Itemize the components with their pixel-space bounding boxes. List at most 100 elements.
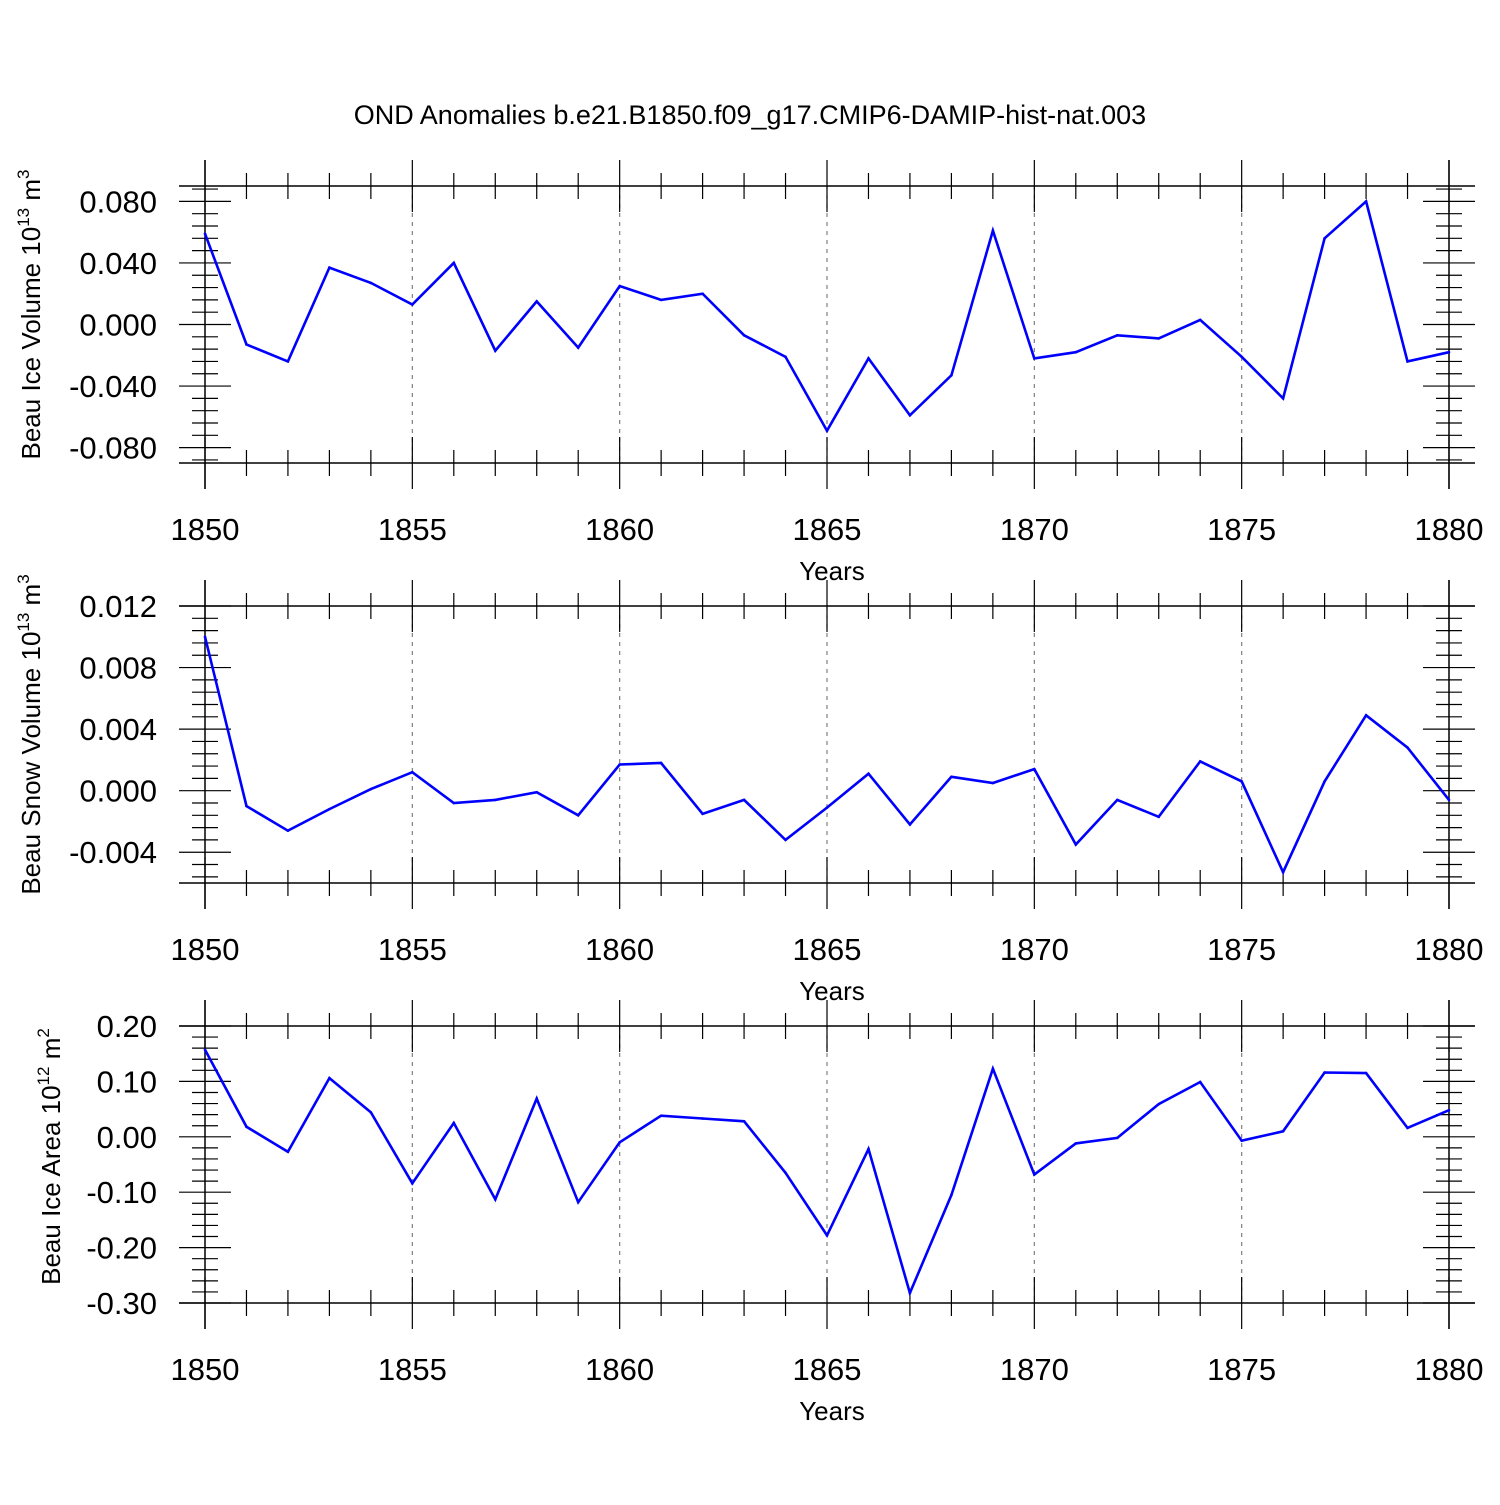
y-axis-label-text: Beau Ice Area 10	[36, 1085, 66, 1284]
data-point	[784, 1171, 787, 1175]
data-point	[1074, 843, 1078, 846]
x-tick-label: 1870	[1000, 932, 1069, 967]
x-axis-label: Years	[799, 976, 865, 1006]
y-tick-label: 0.012	[79, 589, 157, 624]
data-point	[576, 1200, 580, 1204]
x-tick-label: 1870	[1000, 1352, 1069, 1387]
data-point	[452, 261, 456, 265]
data-point	[328, 807, 331, 811]
y-tick-label: 0.000	[79, 774, 157, 809]
data-point	[742, 1119, 746, 1123]
data-point	[452, 801, 456, 805]
x-tick-label: 1860	[585, 512, 654, 547]
data-point	[1240, 780, 1243, 783]
y-axis-label-unit: m	[36, 1038, 66, 1067]
x-tick-label: 1860	[585, 1352, 654, 1387]
data-point	[1115, 798, 1119, 802]
y-tick-label: -0.10	[86, 1175, 157, 1210]
y-axis-label-unit: m	[16, 179, 46, 208]
x-tick-label: 1880	[1415, 1352, 1484, 1387]
y-axis-label-unit-exponent: 3	[14, 574, 33, 583]
data-point	[825, 429, 829, 432]
x-tick-label: 1850	[171, 932, 240, 967]
x-axis-label: Years	[799, 556, 865, 586]
data-point	[1406, 360, 1409, 363]
data-point	[1074, 350, 1078, 354]
panel-2: -0.004 0.000 0.004 0.008 0.012 1850 1855 1860 18…	[14, 574, 1483, 1006]
y-tick-label: 0.004	[79, 712, 157, 747]
y-tick-label: 0.10	[97, 1064, 157, 1099]
data-point	[1033, 767, 1036, 771]
data-point	[203, 232, 207, 236]
data-point	[950, 1193, 953, 1197]
x-tick-label: 1880	[1415, 512, 1484, 547]
data-point	[1281, 870, 1285, 874]
data-point	[1198, 318, 1202, 322]
data-point	[659, 298, 663, 302]
data-point	[245, 1125, 248, 1129]
data-point	[825, 1234, 829, 1237]
y-axis-label-unit-exponent: 2	[34, 1028, 53, 1037]
x-tick-label: 1875	[1207, 1352, 1276, 1387]
data-point	[245, 804, 248, 808]
data-point	[286, 360, 290, 363]
y-tick-label: -0.040	[69, 369, 157, 404]
y-tick-label: -0.30	[86, 1286, 157, 1321]
data-point	[1033, 357, 1036, 360]
data-point	[493, 1198, 497, 1201]
data-point	[701, 292, 704, 296]
x-tick-label: 1875	[1207, 512, 1276, 547]
data-point	[908, 823, 912, 826]
data-point	[1323, 1071, 1326, 1074]
data-point	[784, 838, 787, 842]
y-axis-label-exponent: 12	[34, 1066, 53, 1085]
data-point	[1157, 1102, 1161, 1106]
data-point	[1074, 1142, 1078, 1145]
y-tick-label: 0.20	[97, 1009, 157, 1044]
panel-3: -0.30 -0.20 -0.10 0.00 0.10 0.20 1850 1855 1860 1…	[34, 1000, 1483, 1426]
y-tick-label: -0.20	[86, 1231, 157, 1266]
x-tick-label: 1850	[171, 512, 240, 547]
y-tick-label: -0.004	[69, 835, 157, 870]
data-point	[701, 812, 704, 816]
data-point	[1157, 337, 1161, 340]
data-point	[618, 1141, 621, 1144]
data-point	[452, 1121, 456, 1125]
data-point	[1281, 397, 1285, 400]
x-axis-label: Years	[799, 1396, 865, 1426]
data-point	[286, 1150, 290, 1154]
y-axis-label-unit-exponent: 3	[14, 170, 33, 179]
data-point	[991, 229, 995, 232]
x-tick-label: 1880	[1415, 932, 1484, 967]
data-point	[369, 787, 373, 791]
y-axis-label: Beau Ice Volume 1013 m3	[14, 170, 46, 460]
data-point	[1447, 1108, 1451, 1112]
data-point	[203, 635, 207, 639]
data-point	[1198, 1080, 1202, 1084]
data-point	[493, 798, 497, 802]
data-point	[867, 1147, 870, 1151]
data-point	[411, 770, 414, 774]
data-point	[1115, 333, 1119, 337]
data-point	[950, 373, 953, 377]
data-point	[576, 346, 580, 349]
data-point	[1406, 746, 1409, 749]
data-point	[825, 806, 829, 809]
x-tick-label: 1860	[585, 932, 654, 967]
data-point	[1033, 1173, 1036, 1176]
data-point	[1406, 1126, 1409, 1130]
y-tick-label: 0.000	[79, 308, 157, 343]
data-point	[618, 284, 621, 288]
panels: -0.080 -0.040 0.000 0.040 0.080 1850 1855 1860 1…	[14, 160, 1483, 1426]
data-point	[1364, 200, 1368, 203]
data-point	[991, 1067, 995, 1070]
data-point	[1198, 760, 1202, 763]
data-point	[1447, 798, 1451, 802]
x-tick-label: 1850	[171, 1352, 240, 1387]
data-point	[867, 772, 870, 776]
data-point	[701, 1117, 704, 1120]
x-tick-label: 1865	[793, 932, 862, 967]
data-point	[369, 1111, 373, 1114]
data-point	[1323, 780, 1326, 783]
